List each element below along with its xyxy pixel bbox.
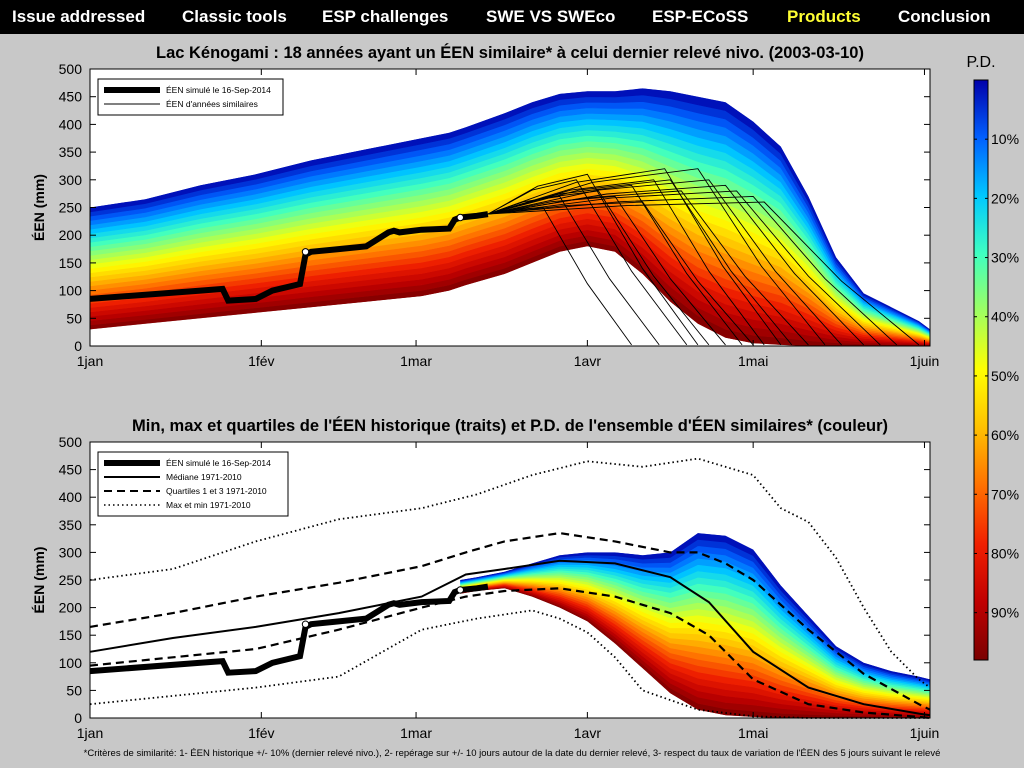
x-tick-label: 1fév <box>248 353 274 369</box>
similar-year-line-10 <box>487 168 782 346</box>
y-tick-label: 200 <box>59 227 83 243</box>
chart-panel-2: 0 50 100 150 200 250 300 350 400 450 500 1jan 1fév 1m… <box>31 416 939 741</box>
snow-survey-marker-2 <box>456 213 464 222</box>
similar-year-line-6 <box>487 195 726 346</box>
y-tick-label: 0 <box>74 338 82 354</box>
y-tick-label: 50 <box>66 682 82 698</box>
similar-year-line-11 <box>487 179 793 346</box>
x-tick-label: 1jan <box>77 353 103 369</box>
y-tick-label: 350 <box>59 144 83 160</box>
y-tick-label: 400 <box>59 116 83 132</box>
y-tick-label: 250 <box>59 200 83 216</box>
nav-issue-addressed[interactable]: Issue addressed <box>12 7 146 26</box>
quartile-3-line <box>89 531 931 711</box>
y-tick-label: 150 <box>59 627 83 643</box>
legend-entry-2: ÉEN d'années similaires <box>166 99 258 109</box>
y-tick-label: 400 <box>59 489 83 505</box>
legend-entry-3: Quartiles 1 et 3 1971-2010 <box>166 486 267 496</box>
y-tick-label: 100 <box>59 655 83 671</box>
colorbar-tick-label: 70% <box>991 486 1019 502</box>
nav-conclusion[interactable]: Conclusion <box>898 7 991 26</box>
x-tick-label: 1mai <box>738 725 768 741</box>
band-level-28 <box>90 88 930 331</box>
x-tick-label: 1jan <box>77 725 103 741</box>
x-tick-label: 1juin <box>910 725 940 741</box>
y-axis-label: ÉEN (mm) <box>31 547 47 614</box>
legend: ÉEN simulé le 16-Sep-2014 Médiane 1971-20… <box>97 451 289 517</box>
similar-year-line-17 <box>487 195 898 346</box>
similar-year-line-3 <box>487 179 688 346</box>
y-tick-label: 500 <box>59 434 83 450</box>
snow-survey-marker-2 <box>456 586 464 594</box>
legend-entry-2: Médiane 1971-2010 <box>166 472 242 482</box>
x-tick-label: 1fév <box>248 725 274 741</box>
y-tick-label: 250 <box>59 572 83 588</box>
y-tick-label: 300 <box>59 544 83 560</box>
similar-year-line-8 <box>487 201 754 346</box>
similar-year-line-15 <box>487 184 865 346</box>
y-tick-label: 500 <box>59 61 83 77</box>
colorbar-tick-label: 50% <box>991 368 1019 384</box>
similar-year-line-9 <box>487 179 765 346</box>
y-tick-label: 450 <box>59 89 83 105</box>
similar-years <box>487 168 920 346</box>
similar-year-line-16 <box>487 190 881 346</box>
colorbar: P.D. 10% 20% 30% 40% 50% 60% 70% 80% 90% <box>966 54 1019 661</box>
simulated-swe-line <box>89 583 489 676</box>
colorbar-tick-label: 90% <box>991 605 1019 621</box>
y-tick-label: 50 <box>66 310 82 326</box>
colorbar-title: P.D. <box>966 54 995 71</box>
colorbar-tick-label: 60% <box>991 427 1019 443</box>
y-tick-label: 350 <box>59 517 83 533</box>
similar-year-line-13 <box>487 168 826 346</box>
x-tick-label: 1juin <box>910 353 940 369</box>
legend: ÉEN simulé le 16-Sep-2014 ÉEN d'années si… <box>97 78 284 116</box>
y-tick-label: 200 <box>59 600 83 616</box>
chart-panel-1: 0 50 100 150 200 250 300 350 400 450 500 1jan 1fév 1m… <box>31 43 939 369</box>
snow-survey-marker-1 <box>301 248 310 256</box>
colorbar-tick-label: 80% <box>991 545 1019 561</box>
nav-esp-ecoss[interactable]: ESP-ECoSS <box>652 7 749 26</box>
x-tick-label: 1mar <box>400 725 432 741</box>
y-tick-label: 450 <box>59 462 83 478</box>
snow-survey-marker-1 <box>301 620 310 628</box>
legend-entry-1: ÉEN simulé le 16-Sep-2014 <box>166 85 271 95</box>
y-tick-label: 0 <box>74 710 82 726</box>
chart-title: Lac Kénogami : 18 années ayant un ÉEN si… <box>156 43 864 62</box>
similar-year-line-14 <box>487 179 842 346</box>
y-tick-label: 150 <box>59 255 83 271</box>
x-tick-label: 1avr <box>574 725 602 741</box>
colorbar-tick-label: 10% <box>991 131 1019 147</box>
top-navigation-bar: Issue addressed Classic tools ESP challe… <box>0 0 1024 34</box>
chart-title: Min, max et quartiles de l'ÉEN historiqu… <box>132 416 888 435</box>
x-tick-label: 1avr <box>574 353 602 369</box>
legend-entry-4: Max et min 1971-2010 <box>166 500 251 510</box>
colorbar-tick-label: 40% <box>991 309 1019 325</box>
nav-esp-challenges[interactable]: ESP challenges <box>322 7 449 26</box>
colorbar-scale <box>973 79 989 661</box>
x-tick-label: 1mar <box>400 353 432 369</box>
colorbar-tick-label: 30% <box>991 250 1019 266</box>
similar-year-line-18 <box>487 201 920 346</box>
median-line <box>89 559 931 717</box>
y-tick-label: 300 <box>59 172 83 188</box>
x-tick-label: 1mai <box>738 353 768 369</box>
footnote: *Critères de similarité: 1- ÉEN historiq… <box>83 748 941 759</box>
quartile-1-line <box>89 587 931 720</box>
y-axis-label: ÉEN (mm) <box>31 174 47 241</box>
colorbar-tick-label: 20% <box>991 190 1019 206</box>
similar-year-line-4 <box>487 173 699 346</box>
simulated-swe-line <box>89 211 489 304</box>
legend-box <box>97 78 284 116</box>
nav-products[interactable]: Products <box>787 7 861 26</box>
y-tick-label: 100 <box>59 283 83 299</box>
nav-classic-tools[interactable]: Classic tools <box>182 7 287 26</box>
nav-swe-vs-sweco[interactable]: SWE VS SWEco <box>486 7 616 26</box>
legend-entry-1: ÉEN simulé le 16-Sep-2014 <box>166 458 271 468</box>
